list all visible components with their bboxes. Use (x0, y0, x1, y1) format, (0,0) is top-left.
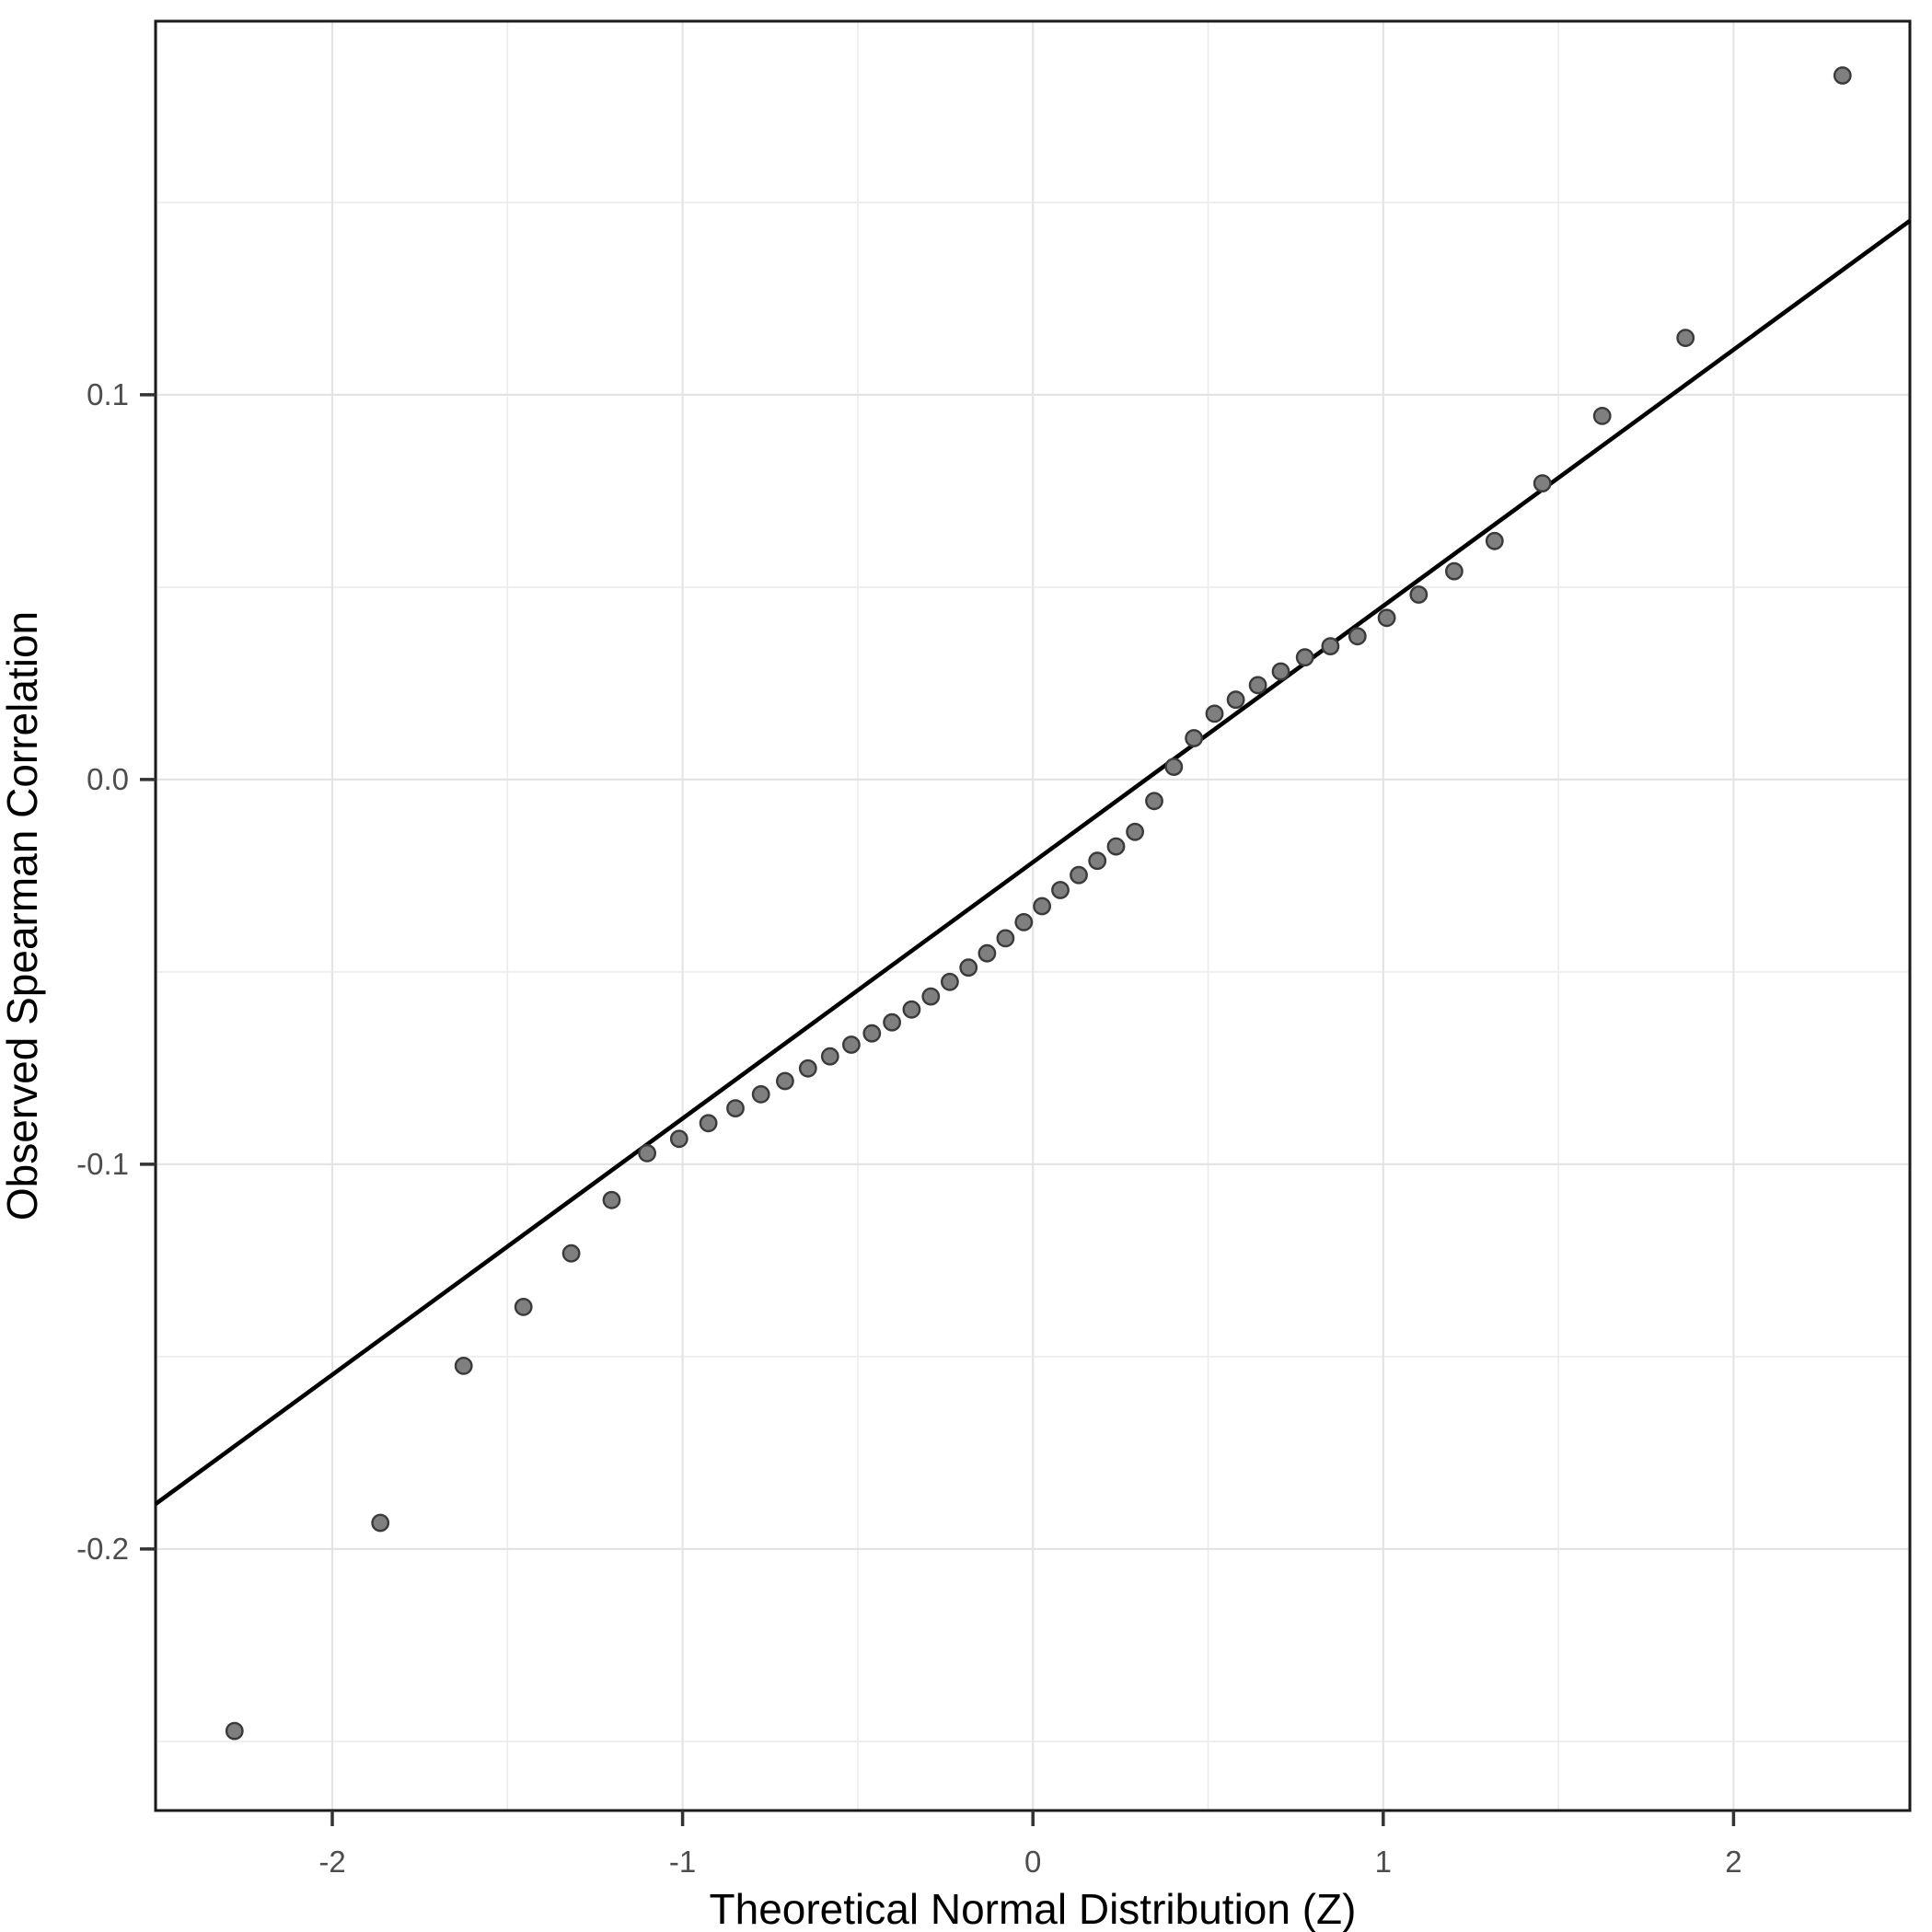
svg-text:Theoretical Normal Distributio: Theoretical Normal Distribution (Z) (710, 1885, 1357, 1932)
svg-text:1: 1 (1375, 1845, 1392, 1879)
svg-text:2: 2 (1725, 1845, 1741, 1879)
svg-text:Observed Spearman Correlation: Observed Spearman Correlation (0, 611, 46, 1221)
svg-text:-1: -1 (669, 1845, 696, 1879)
svg-text:-0.1: -0.1 (76, 1147, 129, 1181)
svg-text:0.0: 0.0 (87, 762, 129, 796)
svg-text:-2: -2 (318, 1845, 345, 1879)
svg-text:0.1: 0.1 (87, 377, 129, 411)
svg-text:-0.2: -0.2 (76, 1532, 129, 1566)
svg-text:0: 0 (1024, 1845, 1041, 1879)
